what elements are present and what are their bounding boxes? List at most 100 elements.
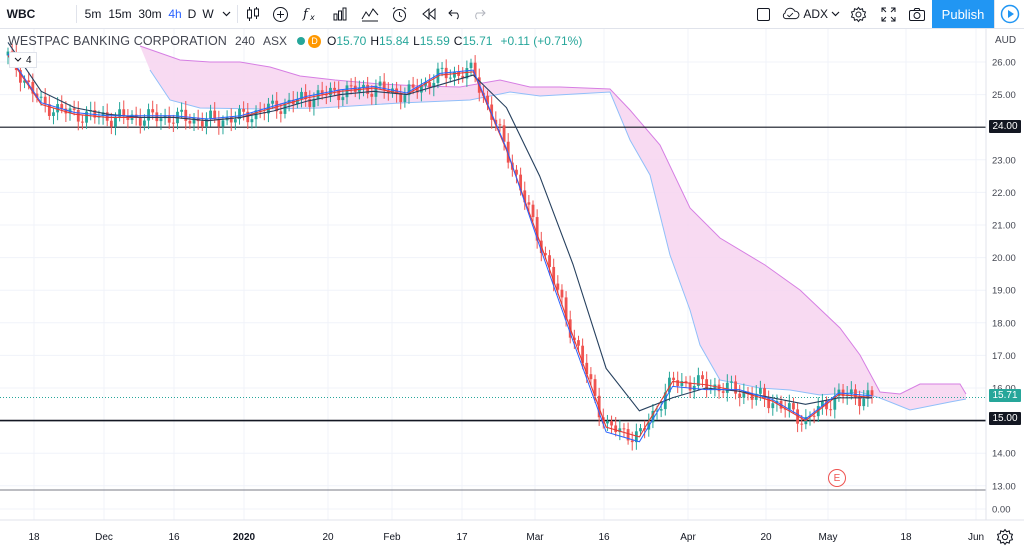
- candle-body: [490, 104, 494, 120]
- candle-body: [866, 390, 870, 399]
- chevron-down-icon[interactable]: [219, 0, 233, 28]
- candle-body: [659, 409, 663, 411]
- layout-square-icon[interactable]: [752, 0, 774, 28]
- candle-body: [730, 381, 733, 383]
- interval-w-button[interactable]: W: [202, 7, 214, 21]
- earnings-badge[interactable]: E: [828, 469, 846, 487]
- publish-button[interactable]: Publish: [932, 0, 994, 28]
- candle-body: [31, 82, 35, 94]
- candle-body: [531, 204, 535, 218]
- candle-body: [47, 104, 51, 116]
- candle-body: [544, 253, 547, 256]
- fullscreen-icon[interactable]: [876, 0, 900, 28]
- price-tick-label: 14.00: [992, 449, 1016, 460]
- redo-icon[interactable]: [468, 0, 490, 28]
- candle-body: [771, 403, 775, 409]
- candle-body: [870, 390, 874, 396]
- candle-style-icon[interactable]: [241, 0, 265, 28]
- candle-body: [295, 99, 299, 105]
- candle-body: [217, 118, 221, 127]
- undo-icon[interactable]: [444, 0, 466, 28]
- interval-15m-button[interactable]: 15m: [108, 7, 132, 21]
- candle-body: [275, 100, 279, 112]
- candle-body: [812, 415, 816, 417]
- candle-body: [742, 391, 746, 398]
- market-status-icon: [296, 37, 305, 45]
- candle-body: [345, 85, 349, 98]
- interval-4h-button[interactable]: 4h: [168, 7, 182, 21]
- candle-body: [820, 401, 824, 407]
- camera-icon[interactable]: [905, 0, 929, 28]
- cloud-area: [140, 46, 966, 410]
- candle-body: [556, 283, 560, 290]
- interval-30m-button[interactable]: 30m: [138, 7, 162, 21]
- add-compare-icon[interactable]: [268, 0, 292, 28]
- play-circle-icon[interactable]: [994, 0, 1024, 28]
- candle-body: [283, 103, 287, 114]
- financials-icon[interactable]: [328, 0, 352, 28]
- time-tick-label: 16: [168, 532, 180, 543]
- candle-body: [370, 93, 374, 97]
- open-value: 15.70: [336, 34, 367, 48]
- moving-average-line: [7, 53, 873, 443]
- toolbar-divider: [76, 5, 77, 23]
- candle-body: [634, 431, 638, 443]
- price-chart[interactable]: 26.00 25.00 24.00 23.00 22.00 21.00 20.00 19.00…: [0, 29, 1024, 549]
- alert-clock-icon[interactable]: [387, 0, 411, 28]
- chevron-down-icon[interactable]: [830, 0, 840, 28]
- candle-body: [81, 121, 84, 123]
- replay-icon[interactable]: [417, 0, 441, 28]
- time-axis[interactable]: 18 Dec 16 2020 20 Feb 17 Mar 16 Apr 20 May 18 Jun: [0, 519, 1024, 543]
- moving-average-lines: [7, 42, 873, 443]
- price-tick-label: 0.00: [992, 505, 1011, 516]
- interval-5m-button[interactable]: 5m: [84, 7, 102, 21]
- candle-body: [209, 110, 212, 119]
- candle-body: [300, 91, 303, 100]
- svg-text:x: x: [309, 13, 315, 22]
- close-key: C: [453, 34, 463, 48]
- candle-body: [304, 91, 308, 100]
- high-value: 15.84: [379, 34, 410, 48]
- indicator-count: 4: [26, 54, 32, 66]
- candle-body: [585, 362, 589, 375]
- candle-body: [415, 87, 419, 93]
- price-tick-label: 25.00: [992, 90, 1016, 101]
- candle-body: [419, 85, 423, 93]
- candle-body: [180, 109, 184, 112]
- toolbar-divider: [237, 5, 238, 23]
- candle-body: [167, 115, 171, 123]
- candle-body: [76, 109, 80, 122]
- candle-body: [333, 87, 336, 90]
- support-resistance-lines: [0, 126, 986, 491]
- candle-body: [808, 415, 812, 417]
- symbol-search-button[interactable]: WBC: [6, 7, 36, 21]
- time-tick-label: Mar: [526, 532, 544, 543]
- indicator-adx-button[interactable]: ADX: [780, 0, 828, 28]
- candle-body: [271, 100, 274, 104]
- candle-body: [221, 120, 225, 127]
- time-tick-label: 17: [456, 532, 468, 543]
- indicators-toggle[interactable]: 4: [9, 52, 37, 68]
- candle-body: [688, 382, 692, 391]
- candle-body: [23, 80, 26, 83]
- symbol-title[interactable]: WESTPAC BANKING CORPORATION: [8, 34, 227, 48]
- moving-average-line: [7, 42, 872, 412]
- templates-icon[interactable]: [358, 0, 382, 28]
- candle-body: [535, 217, 539, 241]
- candle-body: [486, 95, 489, 105]
- axis-settings-gear-icon[interactable]: [996, 528, 1016, 546]
- interval-d-button[interactable]: D: [187, 7, 197, 21]
- candle-body: [213, 110, 217, 119]
- price-tick-label: 20.00: [992, 253, 1016, 264]
- settings-gear-icon[interactable]: [846, 0, 870, 28]
- candle-body: [618, 428, 622, 433]
- candle-body: [527, 202, 531, 205]
- candle-body: [159, 118, 163, 122]
- candle-body: [564, 297, 568, 320]
- candle-body: [391, 88, 394, 93]
- svg-text:f: f: [302, 7, 310, 22]
- candle-body: [448, 77, 452, 79]
- candle-body: [19, 70, 22, 83]
